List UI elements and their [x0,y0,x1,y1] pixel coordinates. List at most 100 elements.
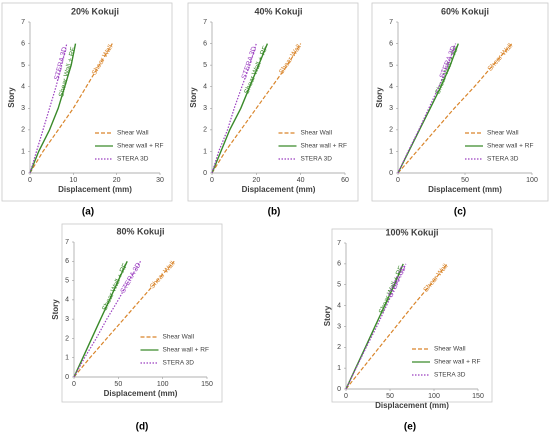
x-axis-label: Displacement (mm) [58,185,132,194]
y-axis-label: Story [375,87,384,108]
series-line [345,263,407,390]
y-tick-label: 2 [337,344,341,351]
y-tick-label: 4 [389,84,393,91]
chart-title: 20% Kokuji [71,6,119,16]
panel: 20% Kokuji 0 1 2 3 4 5 6 7 0 10 20 30 Displacement (m… [1,2,173,202]
series-annotation: Shear Wall [278,43,303,76]
x-tick-label: 150 [201,381,213,388]
y-tick-label: 0 [389,170,393,177]
legend-label: STERA 3D [301,156,333,163]
series-line [29,43,77,174]
legend-label: Shear Wall [434,346,466,353]
x-axis-label: Displacement (mm) [375,401,449,410]
y-tick-label: 0 [203,170,207,177]
legend-label: Shear wall + RF [163,347,209,354]
legend-label: STERA 3D [487,156,519,163]
y-tick-label: 2 [203,127,207,134]
x-tick-label: 50 [386,393,394,400]
y-tick-label: 7 [389,19,393,26]
series-annotation: Shear Wall [423,263,450,294]
series-line [73,261,128,378]
y-axis-label: Story [323,305,332,326]
x-tick-label: 0 [28,177,32,184]
panel-label: (e) [404,422,416,433]
series-annotation: Shear Wall [149,260,177,291]
series-line [397,43,513,174]
y-tick-label: 1 [203,148,207,155]
chart-title: 80% Kokuji [116,226,164,236]
y-axis-label: Story [189,87,198,108]
panel: 40% Kokuji 0 1 2 3 4 5 6 7 0 20 40 60 Displacement (m… [187,2,359,202]
panel-label: (c) [454,207,466,218]
x-tick-label: 40 [297,177,305,184]
x-tick-label: 50 [114,381,122,388]
legend-label: STERA 3D [117,156,149,163]
x-tick-label: 20 [252,177,260,184]
chart-title: 40% Kokuji [254,6,302,16]
y-tick-label: 3 [337,323,341,330]
y-tick-label: 4 [21,84,25,91]
x-axis-label: Displacement (mm) [104,389,178,398]
panel-frame [371,2,549,202]
panel: 100% Kokuji 0 1 2 3 4 5 6 7 0 50 100 150 Displacement… [323,227,493,410]
y-tick-label: 3 [65,316,69,323]
y-tick-label: 6 [389,40,393,47]
legend-label: Shear wall + RF [487,143,533,150]
panel-label: (b) [268,207,281,218]
series-line [211,43,302,174]
y-tick-label: 1 [21,148,25,155]
series-line [211,43,269,174]
panel-frame [61,223,223,403]
y-tick-label: 4 [203,84,207,91]
legend-label: Shear Wall [487,130,519,137]
x-tick-label: 0 [344,393,348,400]
panel-frame [187,2,359,202]
y-tick-label: 6 [337,261,341,268]
x-tick-label: 0 [72,381,76,388]
y-tick-label: 0 [337,386,341,393]
chart-title: 100% Kokuji [385,227,438,237]
y-tick-label: 5 [203,62,207,69]
legend-label: Shear Wall [163,334,195,341]
series-line [29,43,68,174]
legend-label: Shear Wall [301,130,333,137]
y-tick-label: 2 [21,127,25,134]
x-tick-label: 30 [156,177,164,184]
y-tick-label: 2 [389,127,393,134]
legend-label: STERA 3D [163,360,195,367]
legend-label: Shear wall + RF [301,143,347,150]
series-line [73,260,175,378]
y-tick-label: 4 [65,297,69,304]
legend-label: Shear wall + RF [434,359,480,366]
legend-label: STERA 3D [434,372,466,379]
x-tick-label: 0 [396,177,400,184]
x-tick-label: 0 [210,177,214,184]
panel-frame [1,2,173,202]
legend-label: Shear Wall [117,130,149,137]
y-tick-label: 5 [337,282,341,289]
y-tick-label: 4 [337,302,341,309]
y-tick-label: 0 [21,170,25,177]
panel: 60% Kokuji 0 1 2 3 4 5 6 7 0 50 100 Displacement (mm… [371,2,549,202]
panel: 80% Kokuji 0 1 2 3 4 5 6 7 0 50 100 150 Displacement … [51,223,223,403]
y-tick-label: 3 [389,105,393,112]
series-line [345,263,404,390]
y-axis-label: Story [51,299,60,320]
series-line [345,263,448,390]
x-tick-label: 100 [428,393,440,400]
y-tick-label: 6 [65,258,69,265]
series-line [211,43,257,174]
x-tick-label: 100 [157,381,169,388]
y-tick-label: 3 [21,105,25,112]
y-tick-label: 1 [65,355,69,362]
series-line [73,260,142,378]
panel-frame [331,228,493,403]
panel-label: (a) [82,207,94,218]
y-tick-label: 1 [389,148,393,155]
x-tick-label: 10 [69,177,77,184]
series-annotation: Shear Wall [487,42,515,73]
x-tick-label: 50 [461,177,469,184]
y-tick-label: 7 [65,239,69,246]
x-axis-label: Displacement (mm) [428,185,502,194]
